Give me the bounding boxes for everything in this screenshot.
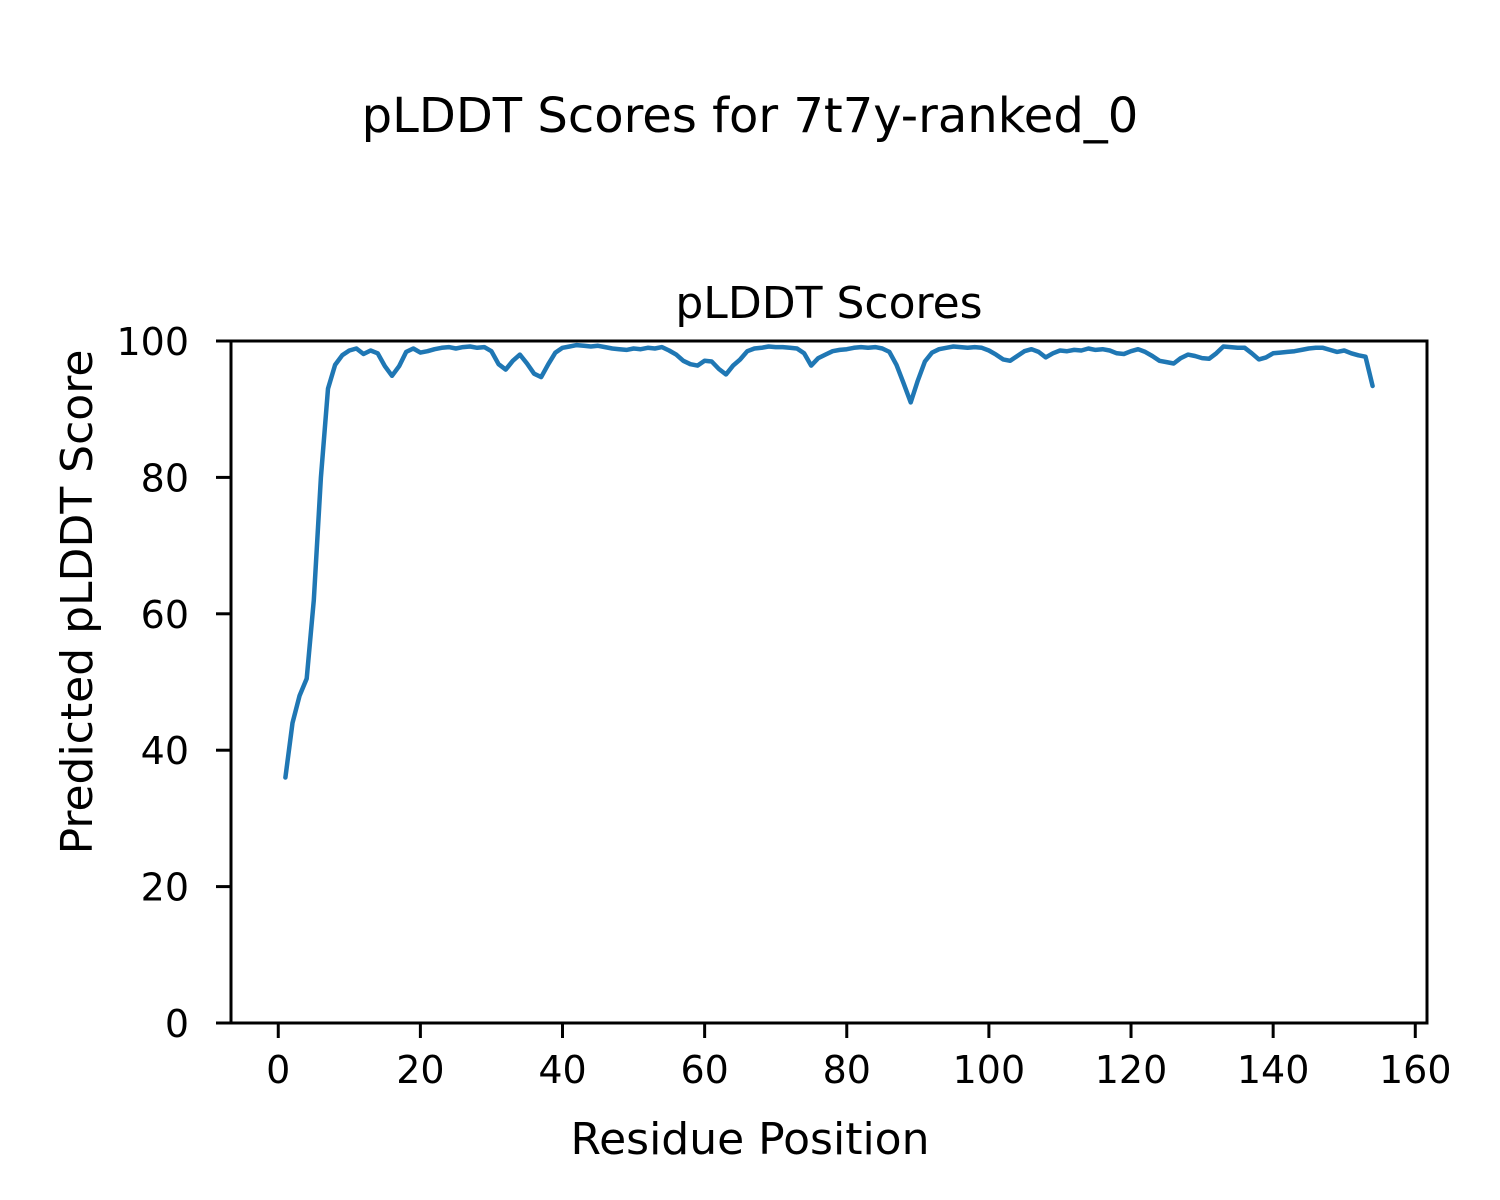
y-tick-label: 20 (141, 866, 189, 910)
figure-title: pLDDT Scores for 7t7y-ranked_0 (361, 88, 1139, 144)
x-tick-label: 100 (953, 1048, 1026, 1092)
y-tick-label: 60 (141, 593, 189, 637)
x-tick-label: 40 (538, 1048, 586, 1092)
x-tick-label: 120 (1095, 1048, 1168, 1092)
y-tick-label: 100 (116, 320, 189, 364)
x-axis-label: Residue Position (570, 1114, 930, 1165)
axes-frame (229, 339, 1429, 1025)
y-tick-label: 40 (141, 729, 189, 773)
x-tick-label: 160 (1379, 1048, 1452, 1092)
x-tick-label: 0 (266, 1048, 290, 1092)
axes-title: pLDDT Scores (675, 278, 983, 329)
x-tick-label: 60 (680, 1048, 728, 1092)
plddt-score-line (283, 342, 1375, 780)
y-tick-label: 0 (165, 1002, 189, 1046)
x-tick-label: 20 (396, 1048, 444, 1092)
y-tick-label: 80 (141, 456, 189, 500)
x-tick-label: 80 (823, 1048, 871, 1092)
x-tick-label: 140 (1237, 1048, 1310, 1092)
